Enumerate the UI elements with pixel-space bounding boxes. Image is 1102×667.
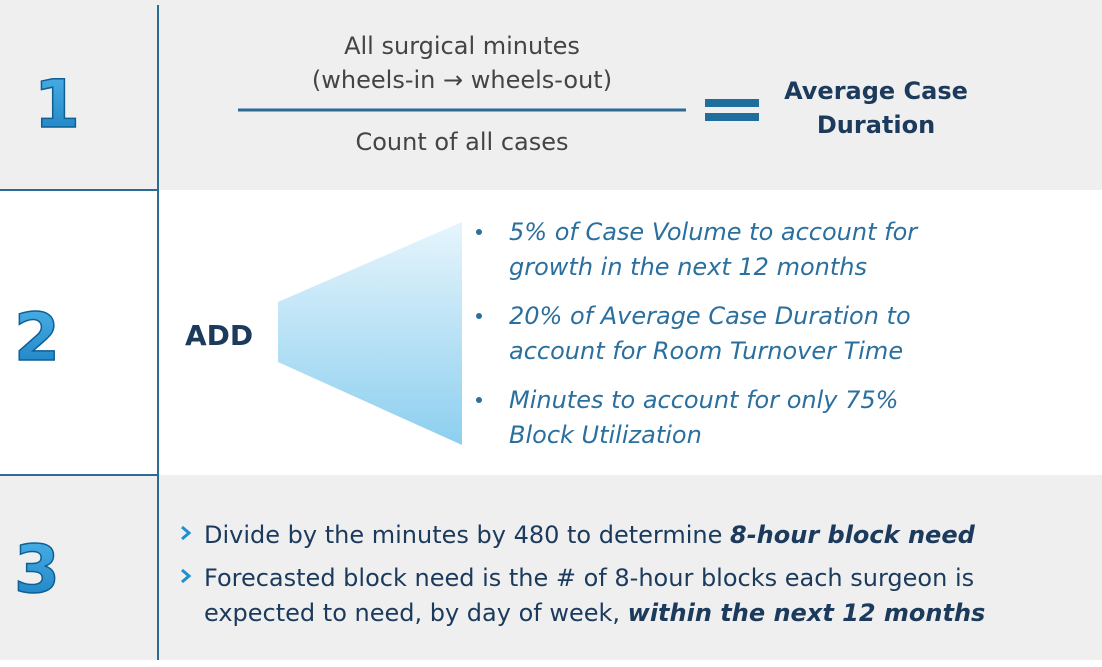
emphasis: within the next 12 months — [628, 599, 986, 627]
emphasis: 8-hour block need — [730, 521, 976, 549]
bullet-dot — [476, 397, 482, 403]
result: Average Case — [784, 77, 968, 105]
equals — [705, 99, 759, 107]
funnel — [278, 222, 462, 445]
bullet-text: expected to need, by day of week, within… — [204, 599, 985, 627]
chevron — [181, 525, 192, 541]
chevron — [181, 568, 192, 584]
denominator: Count of all cases — [355, 128, 568, 156]
bullet-text: growth in the next 12 months — [509, 253, 867, 281]
step-number: 1 — [34, 66, 80, 143]
bullet-text: Block Utilization — [509, 421, 702, 449]
numerator: All surgical minutes — [344, 32, 580, 60]
row-bg — [0, 475, 1102, 660]
bullet-text: Forecasted block need is the # of 8-hour… — [204, 564, 974, 592]
bullet-text: Divide by the minutes by 480 to determin… — [204, 521, 976, 549]
result: Duration — [817, 111, 935, 139]
numerator: (wheels-in → wheels-out) — [312, 66, 612, 94]
step-number: 3 — [14, 531, 60, 608]
bullet-dot — [476, 229, 482, 235]
step-number: 2 — [14, 299, 60, 376]
equals — [705, 113, 759, 121]
bullet-text: account for Room Turnover Time — [509, 337, 903, 365]
bullet-text: Minutes to account for only 75% — [509, 386, 898, 414]
bullet-dot — [476, 313, 482, 319]
bullet-text: 20% of Average Case Duration to — [509, 302, 911, 330]
add-label: ADD — [185, 319, 253, 352]
bullet-text: 5% of Case Volume to account for — [509, 218, 919, 246]
row-bg — [0, 0, 1102, 190]
